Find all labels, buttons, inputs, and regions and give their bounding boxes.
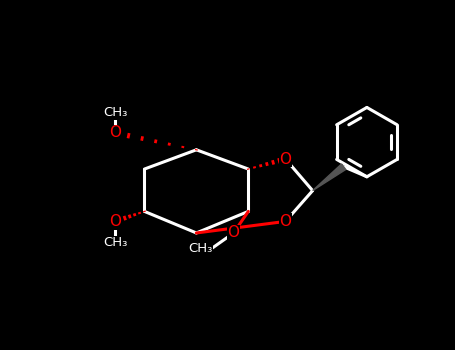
Text: CH₃: CH₃: [188, 242, 212, 255]
Text: O: O: [109, 214, 121, 229]
Text: O: O: [279, 214, 292, 229]
Text: CH₃: CH₃: [103, 106, 127, 119]
Text: CH₃: CH₃: [103, 237, 127, 250]
Polygon shape: [313, 164, 346, 191]
Text: O: O: [228, 225, 240, 240]
Text: O: O: [109, 125, 121, 140]
Text: O: O: [279, 152, 292, 167]
